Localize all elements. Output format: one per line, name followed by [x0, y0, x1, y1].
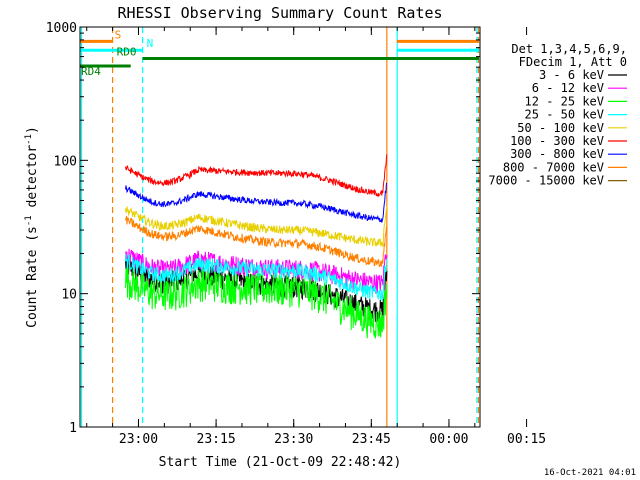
legend-entry-label: 50 - 100 keV [517, 121, 604, 135]
series-line [125, 206, 388, 247]
y-axis-label-part: Count Rate (s [25, 226, 40, 328]
x-tick-label: 23:15 [197, 432, 236, 447]
legend-entry-label: 3 - 6 keV [539, 68, 604, 82]
y-axis-label: Count Rate (s-1 detector-1) [24, 126, 40, 328]
flag-label: S [115, 28, 122, 41]
y-axis-label-part: ) [25, 126, 40, 134]
legend-entry-label: 800 - 7000 keV [503, 160, 604, 174]
flag-bars: S N RD0 RD4 [80, 28, 479, 78]
footer-timestamp: 16-Oct-2021 04:01 [544, 468, 636, 478]
plot-frame [79, 26, 481, 428]
y-axis-label-part: detector [25, 145, 40, 216]
chart-title: RHESSI Observing Summary Count Rates [117, 4, 442, 22]
x-tick-label: 23:00 [119, 432, 158, 447]
y-tick-label: 1 [69, 421, 77, 436]
series-line [125, 154, 388, 198]
flag-label: RD0 [117, 46, 137, 59]
data-series [125, 154, 388, 339]
legend-entry-label: 100 - 300 keV [510, 134, 604, 148]
legend-header-line: FDecim 1, Att 0 [519, 55, 627, 69]
y-tick-label: 10 [61, 288, 77, 303]
legend-entry-label: 300 - 800 keV [510, 147, 604, 161]
series-line [125, 215, 388, 268]
x-axis-label: Start Time (21-Oct-09 22:48:42) [159, 455, 402, 470]
legend-entry-label: 25 - 50 keV [525, 108, 604, 122]
flag-label: N [147, 37, 154, 50]
series-line [125, 267, 388, 339]
legend-header-line: Det 1,3,4,5,6,9, [511, 42, 627, 56]
y-axis-label-exponent: -1 [24, 134, 34, 145]
mode-vertical-lines [80, 27, 480, 427]
y-axis-label-exponent: -1 [24, 215, 34, 226]
y-tick-label: 100 [54, 154, 77, 169]
y-tick-label: 1000 [46, 21, 77, 36]
x-tick-label: 00:00 [429, 432, 468, 447]
x-tick-label: 23:45 [352, 432, 391, 447]
x-tick-label: 00:15 [507, 432, 546, 447]
x-tick-label: 23:30 [274, 432, 313, 447]
legend-entry-label: 12 - 25 keV [525, 94, 604, 108]
flag-label: RD4 [81, 65, 101, 78]
series-line [125, 182, 388, 223]
series-line [125, 253, 388, 301]
legend-entry-label: 6 - 12 keV [532, 81, 604, 95]
legend: Det 1,3,4,5,6,9, FDecim 1, Att 0 3 - 6 k… [488, 42, 627, 188]
legend-entry-label: 7000 - 15000 keV [488, 174, 604, 188]
axis-ticks: 23:00 23:15 23:30 23:45 00:00 00:15 1 10 100 1000 [46, 21, 546, 447]
